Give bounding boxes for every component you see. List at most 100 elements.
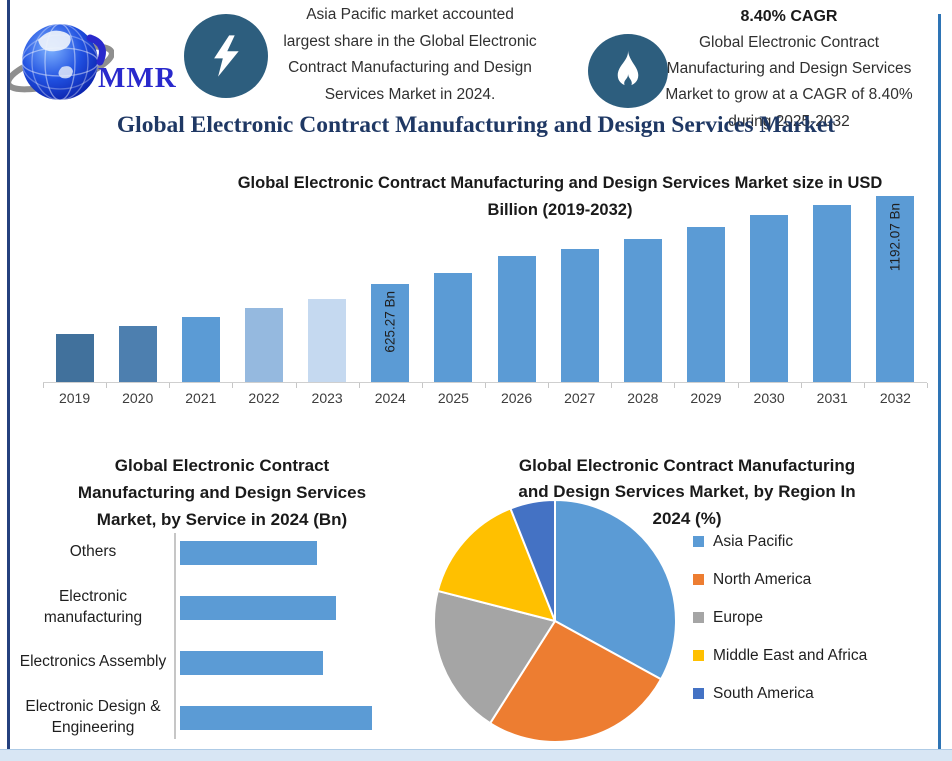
bar-data-label-2024: 625.27 Bn: [382, 291, 398, 353]
bar-column-2024: 625.27 Bn: [359, 190, 422, 382]
bar-2026: [497, 256, 536, 382]
bar-2020: [118, 325, 157, 382]
x-axis-tick: [739, 383, 802, 388]
bar-column-2032: 1192.07 Bn: [864, 190, 927, 382]
legend-item-south-america: South America: [693, 683, 867, 704]
x-axis-label-2027: 2027: [564, 390, 596, 406]
legend-item-north-america: North America: [693, 569, 867, 590]
bar-2032: 1192.07 Bn: [876, 196, 915, 382]
logo-text: MMR: [98, 62, 177, 94]
bar-column-2028: [611, 190, 674, 382]
pie-slice-south-america: [509, 499, 556, 622]
service-bar-electronic-design-engineering: [180, 705, 373, 730]
x-axis-label-2029: 2029: [690, 390, 722, 406]
legend-item-middle-east-and-africa: Middle East and Africa: [693, 645, 867, 666]
legend-label-south-america: South America: [713, 684, 814, 702]
legend-label-asia-pacific: Asia Pacific: [713, 532, 794, 550]
service-bar-electronics-assembly: [180, 650, 324, 675]
legend-swatch-icon: [693, 650, 704, 661]
bar-column-2025: [422, 190, 485, 382]
globe-icon: [5, 23, 115, 101]
service-label-others: Others: [69, 543, 117, 561]
service-row-electronic-manufacturing: Electronic manufacturing: [18, 580, 433, 635]
service-bar-others: [180, 540, 317, 565]
bar-column-2020: [106, 190, 169, 382]
service-row-electronic-design-engineering: Electronic Design & Engineering: [18, 690, 433, 745]
pie-legend: Asia Pacific North America Europe Middle Ea…: [693, 531, 867, 704]
bar-column-2019: [43, 190, 106, 382]
bar-2028: [623, 238, 662, 382]
market-size-bar-chart: Global Electronic Contract Manufacturing…: [43, 162, 928, 420]
x-axis-label-2021: 2021: [185, 390, 217, 406]
x-axis-label-2026: 2026: [500, 390, 533, 406]
x-axis-tick: [802, 383, 865, 388]
service-chart-plot-area: Others Electronic manufacturing Electronic…: [18, 525, 433, 747]
legend-swatch-icon: [693, 536, 704, 547]
pie-slice-north-america: [489, 620, 663, 743]
x-axis-tick: [612, 383, 676, 388]
x-axis-label-2022: 2022: [248, 390, 280, 406]
x-axis-ticks: [43, 383, 928, 388]
pie-slice-asia-pacific: [554, 499, 677, 681]
x-axis-label-2032: 2032: [879, 390, 911, 406]
bar-2022: [244, 307, 283, 382]
service-row-electronics-assembly: Electronics Assembly: [18, 635, 433, 690]
x-axis-label-2024: 2024: [374, 390, 406, 406]
service-label-electronics-assembly: Electronics Assembly: [19, 653, 167, 671]
legend-item-europe: Europe: [693, 607, 867, 628]
x-axis-tick: [423, 383, 486, 388]
header-right-block: 8.40% CAGR Global Electronic Contract Ma…: [636, 4, 942, 135]
x-axis-label-2030: 2030: [753, 390, 785, 406]
bar-chart-title: Global Electronic Contract Manufacturing…: [237, 174, 883, 220]
x-axis-tick: [675, 383, 739, 388]
service-chart-title: Global Electronic Contract Manufacturing…: [77, 456, 367, 530]
cagr-value: 8.40% CAGR: [740, 8, 838, 25]
pie-slice-middle-east-and-africa: [436, 507, 556, 622]
bar-2023: [308, 298, 347, 382]
mmr-logo: MMR: [5, 12, 190, 112]
legend-label-north-america: North America: [713, 570, 812, 588]
x-axis-tick: [297, 383, 360, 388]
bar-chart-plot-area: 625.27 Bn 1192.07 Bn: [43, 190, 927, 383]
x-axis-tick: [549, 383, 613, 388]
x-axis-label-2028: 2028: [627, 390, 659, 406]
bar-column-2026: [485, 190, 548, 382]
bar-column-2021: [169, 190, 232, 382]
legend-swatch-icon: [693, 688, 704, 699]
service-row-others: Others: [18, 525, 433, 580]
x-axis-tick: [233, 383, 297, 388]
flame-icon: [617, 50, 639, 88]
bar-column-2029: [674, 190, 737, 382]
bar-2031: [813, 204, 852, 382]
bar-column-2023: [296, 190, 359, 382]
bar-column-2027: [548, 190, 611, 382]
service-bar-chart: Global Electronic Contract Manufacturing…: [18, 440, 433, 750]
x-axis-tick: [865, 383, 928, 388]
legend-swatch-icon: [693, 574, 704, 585]
x-axis-label-2023: 2023: [311, 390, 343, 406]
page-bottom-strip: [0, 749, 952, 761]
region-pie-chart: Global Electronic Contract Manufacturing…: [425, 445, 947, 757]
bar-column-2030: [738, 190, 801, 382]
bar-column-2022: [232, 190, 295, 382]
bar-2025: [434, 272, 473, 382]
bar-2019: [55, 334, 94, 382]
header-right-note: Global Electronic Contract Manufacturing…: [665, 33, 913, 130]
legend-swatch-icon: [693, 612, 704, 623]
x-axis-tick: [486, 383, 550, 388]
flame-badge: [588, 34, 668, 108]
header-left-note: Asia Pacific market accounted largest sh…: [283, 6, 537, 103]
bar-column-2031: [801, 190, 864, 382]
page-title: Global Electronic Contract Manufacturing…: [116, 112, 836, 138]
x-axis-label-2031: 2031: [816, 390, 848, 406]
service-label-electronic-manufacturing: Electronic manufacturing: [43, 588, 143, 626]
lightning-icon: [214, 35, 239, 77]
x-axis-label-2025: 2025: [437, 390, 469, 406]
bar-2024: 625.27 Bn: [371, 284, 410, 382]
bar-2029: [686, 226, 725, 382]
lightning-badge: [184, 14, 268, 98]
x-axis-label-2020: 2020: [122, 390, 154, 406]
legend-label-middle-east-and-africa: Middle East and Africa: [713, 646, 868, 664]
x-axis-tick: [44, 383, 108, 388]
